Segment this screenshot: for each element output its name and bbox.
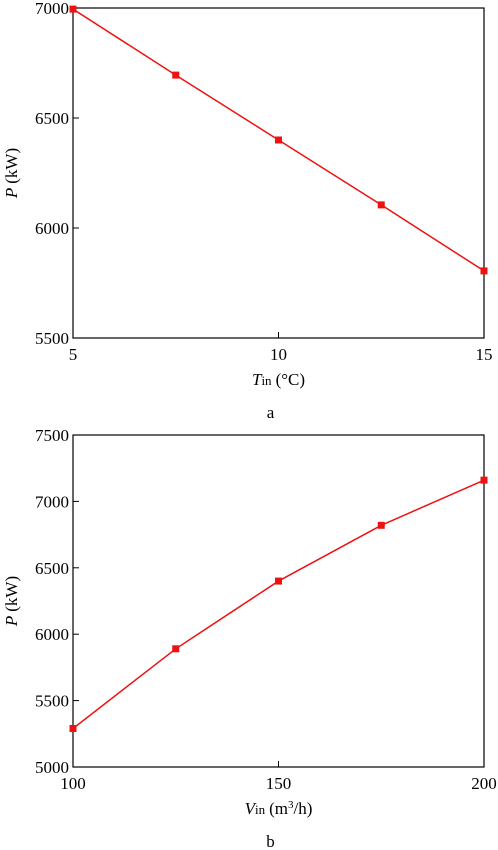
plot-frame <box>72 434 485 768</box>
y-axis-label-part: P <box>2 188 21 199</box>
chart: 5 10 15 5500 6000 6500 7000 Tin (°C) P (kW) a <box>2 0 493 422</box>
y-axis-label-part: (kW) <box>2 148 21 184</box>
data-point <box>69 5 77 13</box>
x-axis-label-part: V <box>245 799 258 818</box>
x-tick-label: 150 <box>266 774 292 793</box>
y-tick-label: 7000 <box>35 0 69 18</box>
y-tick-label: 5000 <box>35 758 69 777</box>
data-point <box>69 724 77 732</box>
x-axis-label-part: 3 <box>288 799 294 811</box>
data-point <box>275 577 282 585</box>
caption: a <box>267 403 275 422</box>
y-axis-label-part: P <box>2 616 21 627</box>
data-point <box>480 267 488 275</box>
y-axis-label-part: (kW) <box>2 576 21 612</box>
data-point <box>480 476 488 484</box>
x-axis-label-part: in <box>261 373 272 388</box>
data-point <box>275 136 282 144</box>
x-axis-label-part: (m <box>269 799 288 818</box>
y-tick-label: 6000 <box>35 219 69 238</box>
data-point <box>172 71 180 79</box>
x-axis-label-part: T <box>252 370 263 389</box>
x-tick-label: 100 <box>60 774 86 793</box>
data-point <box>172 645 180 653</box>
y-tick-label: 6500 <box>35 559 69 578</box>
x-axis-label-part: in <box>255 802 266 817</box>
y-axis-label: P (kW) <box>2 576 21 627</box>
y-tick-label: 7000 <box>35 492 69 511</box>
y-axis-label: P (kW) <box>2 148 21 199</box>
y-tick-label: 5500 <box>35 692 69 711</box>
x-tick-label: 15 <box>476 345 493 364</box>
data-point <box>377 521 385 529</box>
x-axis-label-part: /h) <box>294 799 313 818</box>
data-line <box>72 479 485 730</box>
x-axis-label: Tin (°C) <box>252 370 305 389</box>
y-tick-label: 6000 <box>35 625 69 644</box>
plot-frame <box>72 7 485 339</box>
data-point <box>377 201 385 209</box>
y-tick-label: 5500 <box>35 329 69 348</box>
x-axis-label: Vin (m3/h) <box>245 799 313 818</box>
y-tick-label: 6500 <box>35 109 69 128</box>
caption: b <box>266 832 275 850</box>
x-tick-label: 5 <box>69 345 78 364</box>
chart: 100 150 200 5000 5500 6000 6500 7000 7500 Vin (m3/… <box>2 426 497 850</box>
x-tick-label: 200 <box>471 774 497 793</box>
y-tick-label: 7500 <box>35 426 69 445</box>
x-tick-label: 10 <box>270 345 287 364</box>
x-axis-label-part: (°C) <box>276 370 305 389</box>
